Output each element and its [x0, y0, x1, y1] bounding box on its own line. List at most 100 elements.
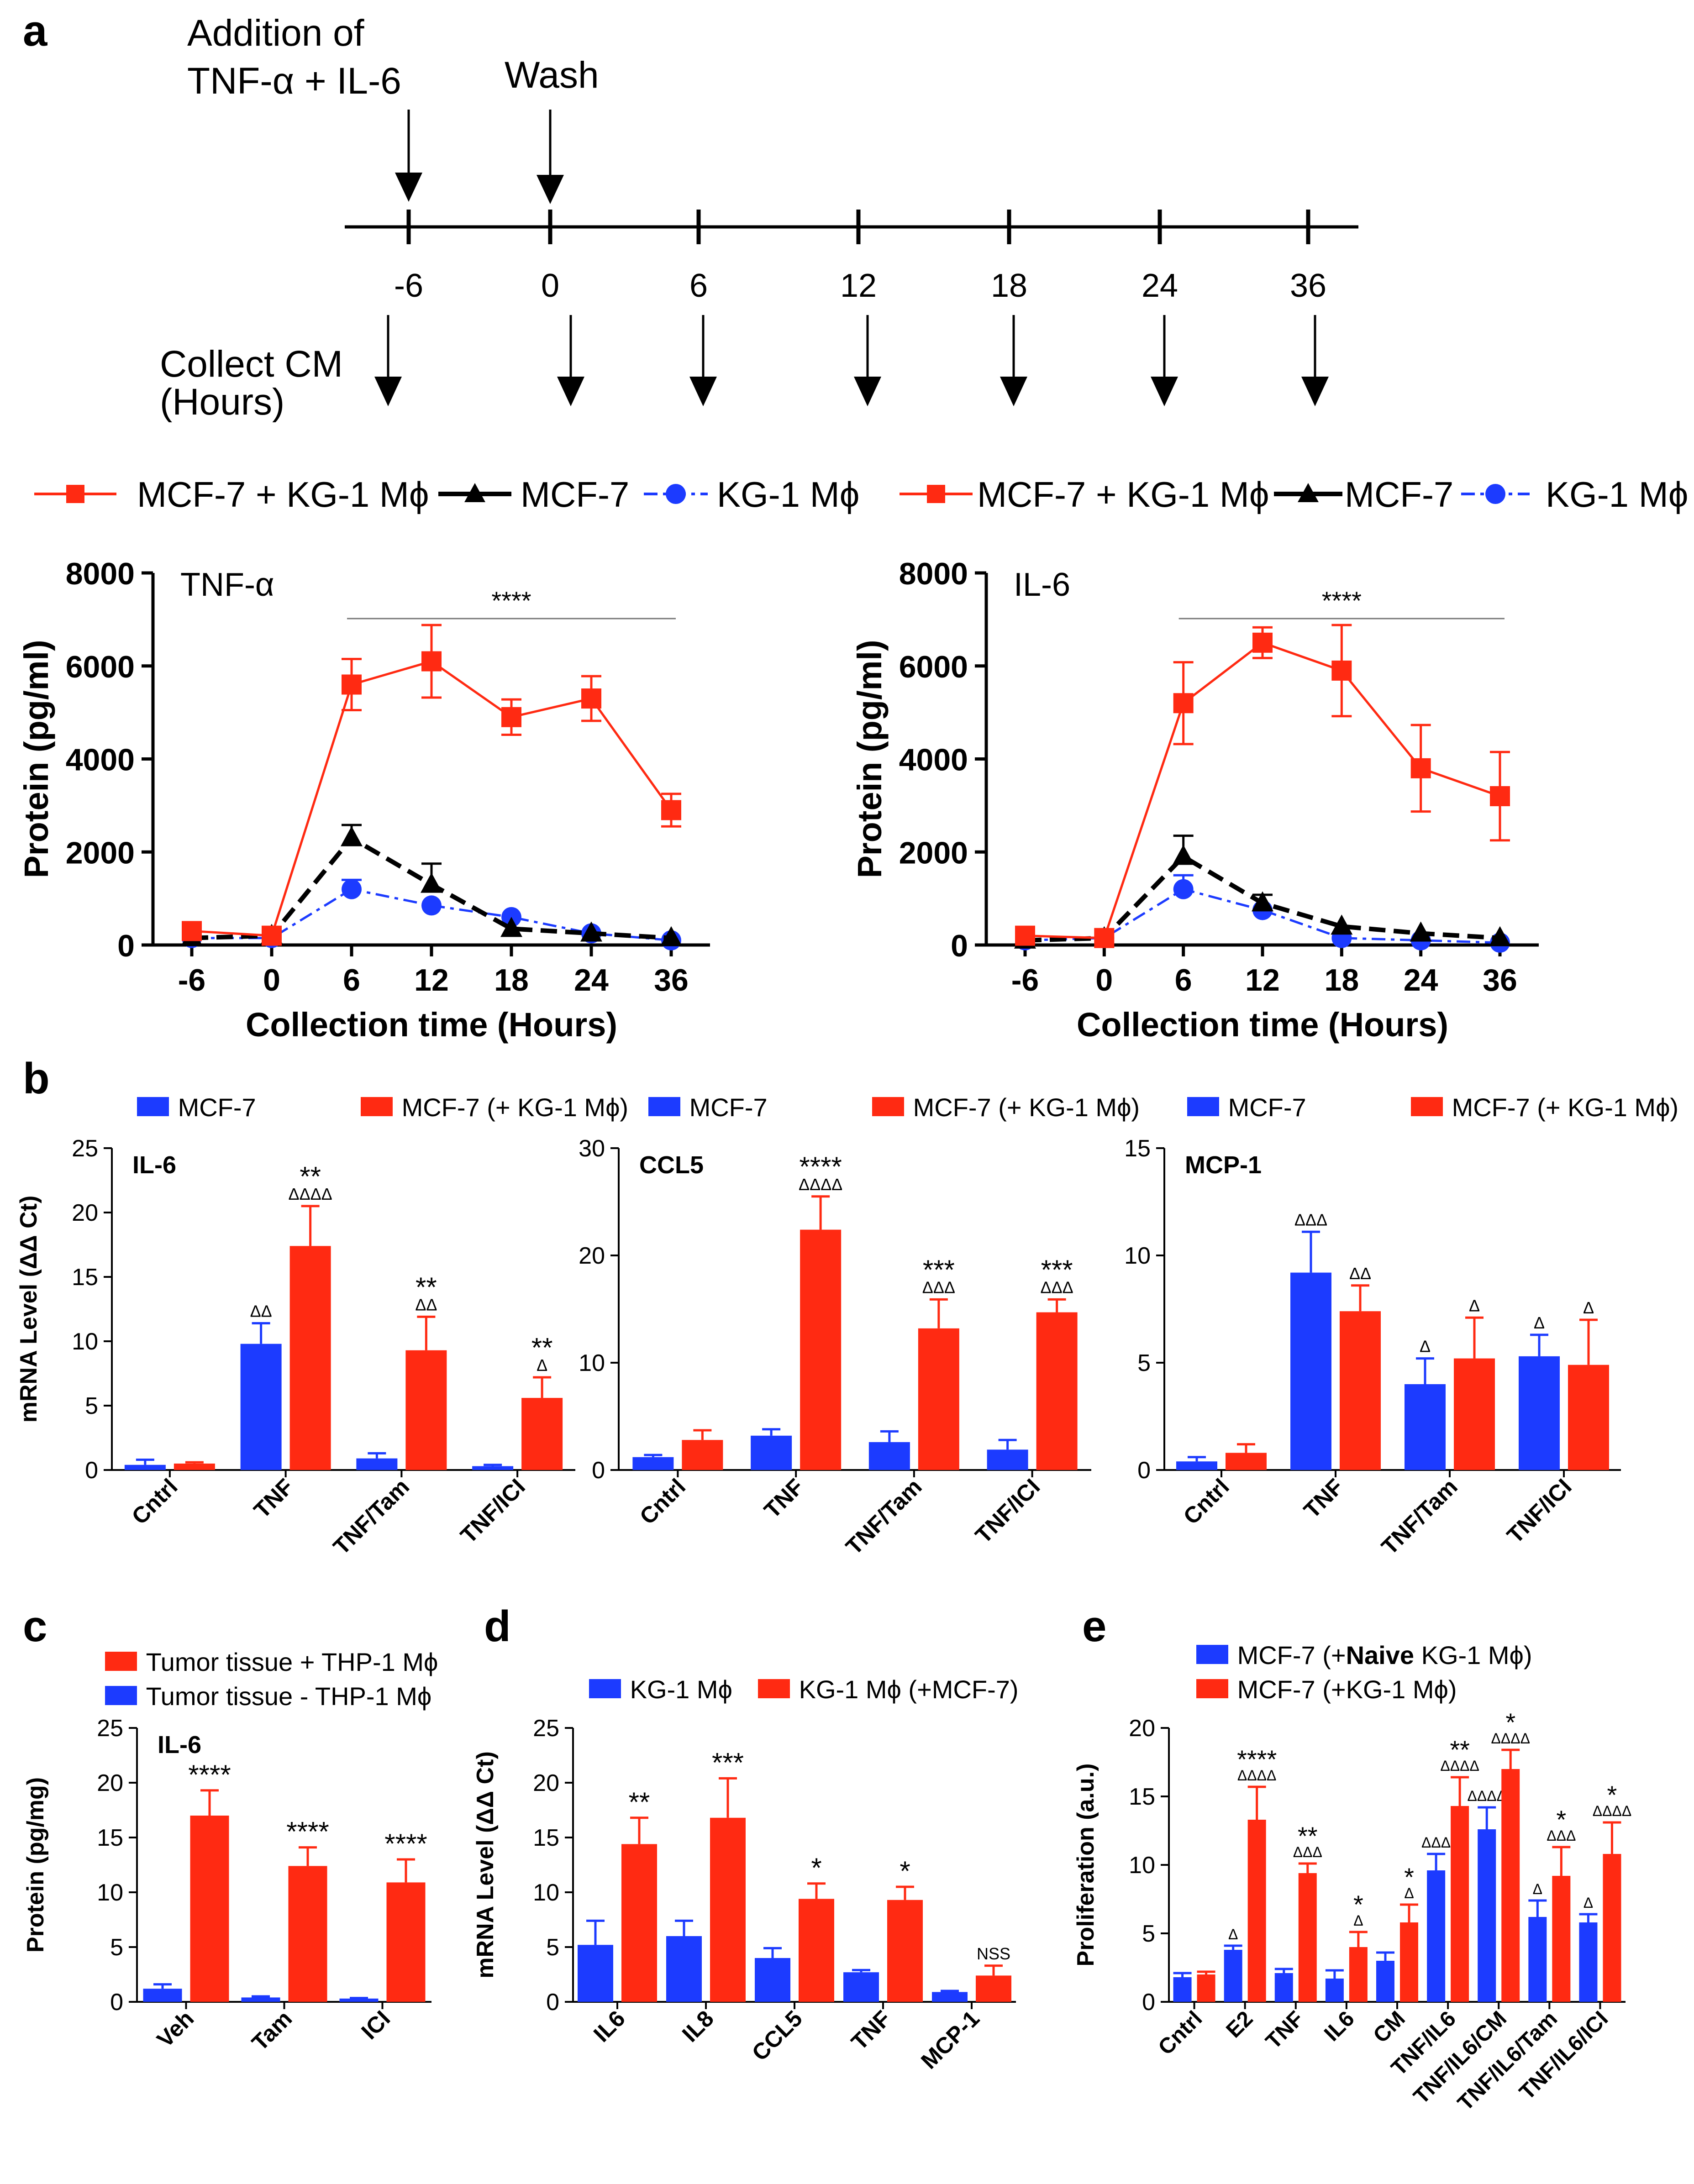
- significance-label: NSS: [977, 1944, 1010, 1963]
- legend-swatch: [758, 1679, 790, 1698]
- x-tick-label: TNF/Tam: [1377, 1474, 1463, 1559]
- data-point: [342, 674, 362, 695]
- delta-label: ΔΔΔΔ: [1440, 1758, 1479, 1774]
- bar: [1552, 1876, 1571, 2002]
- collect-label-line2: (Hours): [160, 381, 284, 423]
- data-point: [501, 707, 521, 727]
- significance-label: ****: [286, 1816, 329, 1847]
- wash-arrow-head: [537, 175, 564, 204]
- y-tick-label: 8000: [66, 556, 135, 591]
- y-tick-label: 15: [1124, 1135, 1151, 1162]
- bar: [1224, 1950, 1242, 2002]
- series-square: [1015, 624, 1510, 948]
- x-tick-label: -6: [1011, 963, 1039, 997]
- x-tick-label: 36: [654, 963, 689, 997]
- y-tick-label: 5: [1142, 1921, 1155, 1947]
- legend-d-red: KG-1 Mϕ (+MCF-7): [758, 1675, 1019, 1704]
- x-tick-label: TNF/ICI: [970, 1474, 1045, 1548]
- series-triangle: [1014, 835, 1511, 949]
- y-tick-label: 15: [72, 1264, 98, 1291]
- series-red: ΔΔΔΔ****ΔΔΔ**Δ* Δ*ΔΔΔΔ** ΔΔΔΔ*ΔΔΔ* ΔΔΔΔ*: [1197, 1708, 1631, 2002]
- x-tick-label: CM: [1369, 2006, 1410, 2047]
- x-tick-label: ICI: [356, 2005, 395, 2044]
- data-point: [1173, 879, 1194, 899]
- y-tick-label: 20: [97, 1770, 123, 1796]
- legend-marker-triangle: [1298, 483, 1319, 502]
- delta-label: ΔΔΔ: [922, 1278, 955, 1297]
- x-tick-label: Veh: [152, 2005, 199, 2052]
- bar: [755, 1958, 790, 2002]
- legend-swatch: [1411, 1097, 1443, 1116]
- x-tick-label: IL8: [677, 2005, 719, 2047]
- significance-label: ***: [923, 1255, 955, 1285]
- bar: [868, 1442, 910, 1470]
- y-tick-label: 20: [72, 1200, 98, 1226]
- chart-title: MCP-1: [1185, 1151, 1262, 1179]
- data-point: [262, 925, 282, 946]
- significance-label: ****: [188, 1759, 231, 1790]
- y-tick-label: 10: [533, 1880, 559, 1906]
- y-tick-label: 0: [85, 1457, 98, 1484]
- series-red: ΔΔΔ Δ: [1226, 1264, 1609, 1470]
- series-red: ****** *NSS: [621, 1747, 1011, 2002]
- y-tick-label: 4000: [66, 743, 135, 777]
- legend-swatch: [1196, 1679, 1228, 1698]
- legend-marker-square: [927, 485, 945, 503]
- panel-label-e: e: [1082, 1602, 1106, 1651]
- legend-e-red: MCF-7 (+KG-1 Mϕ): [1196, 1675, 1457, 1704]
- bar: [241, 1997, 280, 2002]
- y-tick-label: 0: [951, 929, 968, 963]
- legend-marker-circle: [666, 484, 686, 504]
- y-axis-label: mRNA Level (ΔΔ Ct): [472, 1751, 499, 1979]
- legend-label-kg1: KG-1 Mϕ: [1546, 474, 1688, 514]
- series-red: ΔΔΔΔ**ΔΔ**Δ**: [174, 1161, 563, 1470]
- y-tick-label: 30: [579, 1135, 605, 1162]
- timeline-tick-label: 6: [689, 268, 708, 304]
- bar-chart-b1: 0 5 10 15 20 25 mRNA Level (ΔΔ Ct) IL-6 Cntrl TNF…: [16, 1135, 575, 1559]
- legend-swatch: [137, 1097, 169, 1116]
- legend-marker-circle: [1485, 484, 1505, 504]
- legend-swatch: [105, 1652, 137, 1671]
- x-tick-label: -6: [178, 963, 205, 997]
- y-tick-label: 25: [533, 1715, 559, 1742]
- bar: [143, 1989, 182, 2002]
- delta-label: ΔΔΔΔ: [289, 1185, 332, 1203]
- data-point: [500, 917, 522, 937]
- legend-label-mcf7: MCF-7: [1345, 474, 1453, 514]
- legend-swatch: [1196, 1645, 1228, 1664]
- significance-label: **: [629, 1787, 650, 1817]
- significance-label: *: [1353, 1890, 1363, 1919]
- chart-title: IL-6: [1014, 567, 1070, 603]
- bar: [932, 1992, 968, 2002]
- bar: [288, 1866, 327, 2002]
- collect-arrow-head: [1301, 377, 1329, 406]
- legend-a: MCF-7 + KG-1 Mϕ MCF-7 KG-1 Mϕ MCF-7 + KG…: [34, 474, 1688, 514]
- y-tick-label: 0: [117, 929, 135, 963]
- data-point: [421, 651, 442, 672]
- data-point: [1172, 845, 1194, 865]
- bar: [800, 1229, 842, 1470]
- addition-label-line1: Addition of: [187, 12, 364, 54]
- x-tick-label: E2: [1221, 2006, 1257, 2042]
- y-tick-label: 20: [1129, 1715, 1155, 1742]
- legend-label: MCF-7: [689, 1093, 768, 1122]
- bar: [521, 1398, 563, 1470]
- y-axis-label: mRNA Level (ΔΔ Ct): [16, 1196, 42, 1423]
- y-tick-label: 2000: [66, 835, 135, 870]
- data-point: [1331, 660, 1352, 681]
- series-square: [182, 624, 681, 946]
- legend-swatch: [105, 1686, 137, 1705]
- collect-arrow-head: [557, 377, 584, 406]
- collect-arrow-head: [1151, 377, 1178, 406]
- y-axis-label: Protein (pg/mg): [22, 1777, 49, 1953]
- line-chart-a1: 0 2000 4000 6000 8000 -6 0 6 12 18 24 36 Collection …: [17, 556, 710, 1044]
- x-tick-label: TNF/ICI: [456, 1474, 530, 1548]
- data-point: [1173, 693, 1194, 714]
- data-point: [342, 879, 362, 899]
- x-tick-label: TNF: [846, 2005, 895, 2055]
- chart-title: IL-6: [158, 1731, 201, 1759]
- chart-title: IL-6: [132, 1151, 176, 1179]
- legend-b2-red: MCF-7 (+ KG-1 Mϕ): [872, 1093, 1140, 1122]
- series-circle: [1015, 874, 1510, 953]
